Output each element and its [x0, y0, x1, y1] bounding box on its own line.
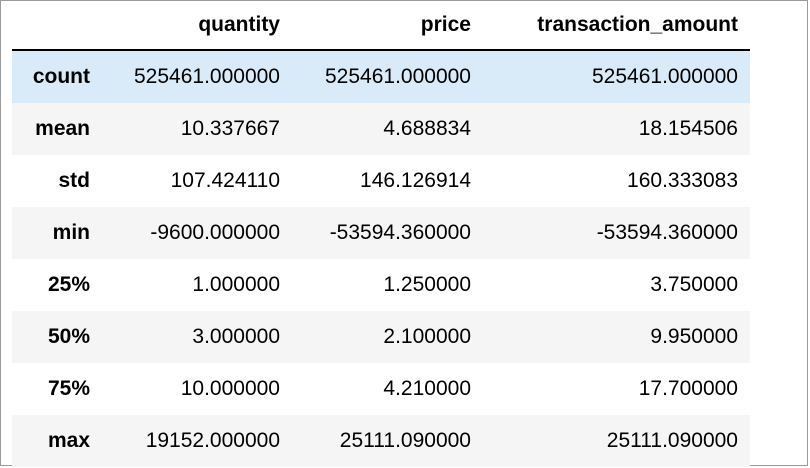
table-cell: 4.210000: [383, 377, 471, 400]
table-cell: 1.250000: [383, 273, 471, 296]
table-row[interactable]: max 19152.000000 25111.090000 25111.0900…: [12, 415, 750, 467]
table-cell: 10.000000: [180, 377, 280, 400]
row-label: 50%: [47, 325, 90, 348]
table-cell: 3.750000: [650, 273, 738, 296]
table-cell: 525461.000000: [134, 65, 280, 88]
table-cell: -53594.360000: [329, 221, 471, 244]
table-cell: -9600.000000: [150, 221, 280, 244]
table-cell: 25111.090000: [339, 429, 471, 452]
column-header-quantity: quantity: [102, 1, 292, 51]
table-cell: 9.950000: [650, 325, 738, 348]
table-row[interactable]: 25% 1.000000 1.250000 3.750000: [12, 259, 750, 311]
row-label: 75%: [47, 377, 90, 400]
table-cell: 18.154506: [638, 117, 738, 140]
table-cell: 107.424110: [170, 169, 280, 192]
describe-table: quantity price transaction_amount count …: [12, 1, 750, 467]
table-row[interactable]: std 107.424110 146.126914 160.333083: [12, 155, 750, 207]
row-label: 25%: [47, 273, 90, 296]
index-header: [12, 1, 102, 51]
row-label: min: [52, 221, 90, 244]
table-cell: -53594.360000: [596, 221, 738, 244]
table-cell: 25111.090000: [606, 429, 738, 452]
table-row[interactable]: 75% 10.000000 4.210000 17.700000: [12, 363, 750, 415]
table-row[interactable]: min -9600.000000 -53594.360000 -53594.36…: [12, 207, 750, 259]
table-cell: 160.333083: [627, 169, 738, 192]
table-row[interactable]: count 525461.000000 525461.000000 525461…: [12, 50, 750, 103]
table-cell: 10.337667: [180, 117, 280, 140]
row-label: std: [58, 169, 91, 192]
table-cell: 2.100000: [383, 325, 471, 348]
row-label: max: [47, 429, 90, 452]
column-header-transaction-amount: transaction_amount: [483, 1, 750, 51]
table-header-row: quantity price transaction_amount: [12, 1, 750, 51]
table-cell: 4.688834: [383, 117, 471, 140]
row-label: mean: [35, 117, 90, 140]
table-cell: 19152.000000: [145, 429, 280, 452]
table-row[interactable]: 50% 3.000000 2.100000 9.950000: [12, 311, 750, 363]
table-cell: 1.000000: [192, 273, 280, 296]
table-cell: 146.126914: [360, 169, 471, 192]
table-row[interactable]: mean 10.337667 4.688834 18.154506: [12, 103, 750, 155]
table-cell: 525461.000000: [325, 65, 471, 88]
table-cell: 3.000000: [192, 325, 280, 348]
table-cell: 17.700000: [638, 377, 738, 400]
column-header-price: price: [292, 1, 483, 51]
row-label: count: [32, 65, 90, 88]
table-cell: 525461.000000: [592, 65, 738, 88]
